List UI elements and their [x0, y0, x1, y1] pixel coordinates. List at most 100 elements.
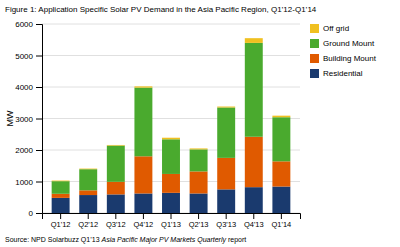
- y-label: MW: [5, 110, 15, 126]
- x-tick-mark: [60, 213, 61, 219]
- bar: [52, 194, 70, 198]
- y-tick-label: 6000: [15, 20, 33, 29]
- bar: [217, 189, 235, 213]
- x-tick-label: Q4'13: [244, 220, 264, 229]
- y-tick-mark: [36, 150, 42, 151]
- x-tick: Q3'12: [106, 213, 126, 229]
- x-tick-mark: [253, 213, 254, 219]
- series: [52, 137, 291, 198]
- bar: [79, 169, 97, 190]
- legend-item: Off grid: [310, 24, 349, 33]
- grid-line: [42, 24, 300, 25]
- legend-label: Ground Mount: [323, 39, 375, 48]
- bar: [245, 43, 263, 137]
- bar: [134, 86, 152, 87]
- legend-label: Off grid: [323, 24, 349, 33]
- series: [52, 43, 291, 194]
- bar: [272, 116, 290, 118]
- legend-label: Building Mount: [323, 54, 377, 63]
- x-tick-label: Q1'13: [161, 220, 181, 229]
- x-tick-mark: [198, 213, 199, 219]
- y-tick: 3000: [15, 115, 42, 124]
- y-tick-mark: [36, 119, 42, 120]
- x-tick-label: Q3'12: [106, 220, 126, 229]
- bar: [190, 193, 208, 213]
- bar: [272, 187, 290, 213]
- source: Source: NPD Solarbuzz Q1’13Asia Pacific …: [5, 236, 246, 244]
- series: [52, 38, 291, 181]
- x-tick-label: Q4'12: [134, 220, 154, 229]
- x-tick: Q2'12: [78, 213, 98, 229]
- bar: [162, 138, 180, 140]
- x-tick: Q1'12: [51, 213, 71, 229]
- bar: [52, 181, 70, 194]
- x-tick-mark: [281, 213, 282, 219]
- y-tick: 5000: [15, 52, 42, 61]
- y-tick-mark: [36, 56, 42, 57]
- y-tick-label: 5000: [15, 52, 33, 61]
- y-tick: 0: [29, 209, 42, 218]
- bar: [162, 139, 180, 174]
- y-tick-label: 3000: [15, 115, 33, 124]
- legend-item: Building Mount: [310, 54, 377, 63]
- y-tick-mark: [36, 24, 42, 25]
- y-tick-label: 4000: [15, 83, 33, 92]
- bar: [79, 168, 97, 170]
- bar: [79, 190, 97, 195]
- bar: [217, 107, 235, 157]
- y-tick-label: 0: [29, 209, 34, 218]
- x-axis-line: [43, 214, 301, 220]
- y-tick-mark: [36, 182, 42, 183]
- legend-item: Residential: [310, 69, 363, 78]
- y-tick: 4000: [15, 83, 42, 92]
- bar: [107, 146, 125, 182]
- bar: [134, 156, 152, 193]
- bar: [52, 180, 70, 182]
- x-tick: Q1'14: [271, 213, 291, 229]
- bar: [52, 198, 70, 213]
- bar: [162, 174, 180, 193]
- bar: [107, 144, 125, 146]
- legend-swatch: [310, 54, 319, 63]
- x-tick-label: Q2'13: [189, 220, 209, 229]
- x-tick-label: Q1'14: [271, 220, 291, 229]
- title: Figure 1: Application Specific Solar PV …: [5, 5, 317, 14]
- bar: [245, 187, 263, 213]
- x-tick: Q3'13: [216, 213, 236, 229]
- y-axis: 0 1000 2000 3000 4000 5000 6000: [15, 20, 42, 218]
- x-tick-mark: [88, 213, 89, 219]
- bar: [162, 193, 180, 213]
- y-tick-label: 1000: [15, 178, 33, 187]
- bars: [52, 38, 291, 213]
- legend-label: Residential: [323, 69, 363, 78]
- bar: [190, 171, 208, 193]
- x-tick-label: Q2'12: [78, 220, 98, 229]
- x-tick-label: Q1'12: [51, 220, 71, 229]
- x-tick-label: Q3'13: [216, 220, 236, 229]
- y-tick: 2000: [15, 146, 42, 155]
- y-axis-line: [36, 25, 43, 214]
- x-tick-mark: [171, 213, 172, 219]
- bar: [134, 88, 152, 157]
- source-part: report: [228, 236, 246, 244]
- bar: [272, 117, 290, 161]
- y-tick: 1000: [15, 178, 42, 187]
- bar: [217, 106, 235, 108]
- bar: [217, 158, 235, 190]
- x-tick: Q2'13: [189, 213, 209, 229]
- x-tick: Q4'13: [244, 213, 264, 229]
- source-part: Source: NPD Solarbuzz Q1’13: [5, 236, 100, 244]
- bar: [79, 195, 97, 213]
- bar: [107, 182, 125, 195]
- source-part: Asia Pacific Major PV Markets Quarterly: [101, 236, 227, 244]
- bar: [272, 161, 290, 186]
- x-tick: Q4'12: [134, 213, 154, 229]
- x-tick-mark: [226, 213, 227, 219]
- bar: [190, 148, 208, 150]
- bar: [245, 38, 263, 43]
- y-tick-mark: [36, 213, 42, 214]
- grid: [42, 24, 300, 213]
- legend-swatch: [310, 24, 319, 33]
- x-tick-mark: [143, 213, 144, 219]
- x-tick: Q1'13: [161, 213, 181, 229]
